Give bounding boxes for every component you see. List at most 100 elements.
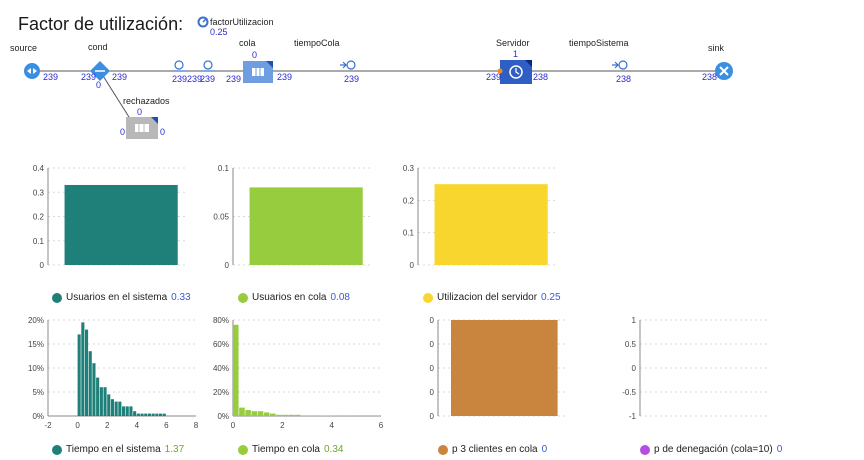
chart5-ytick-label: 0 <box>430 316 435 325</box>
legend-value: 1.37 <box>164 444 185 455</box>
source-block-icon[interactable] <box>24 63 40 79</box>
chart3-hist-bar <box>162 413 166 416</box>
rechazados-in-count: 0 <box>120 127 126 137</box>
rejected-queue-block-icon[interactable] <box>126 117 158 139</box>
legend-label: Usuarios en el sistema <box>66 292 168 303</box>
chart3-hist-bar <box>114 401 118 416</box>
chart3-hist-bar <box>118 401 122 416</box>
chart3-hist-bar <box>133 411 137 416</box>
legend-label: Utilizacion del servidor <box>437 292 538 303</box>
legend-value: 0.34 <box>324 444 344 455</box>
legend-dot <box>238 444 248 455</box>
chart3-hist-bar <box>155 413 159 416</box>
chart3-hist-bar <box>144 413 148 416</box>
chart3-xtick-label: 0 <box>75 421 80 430</box>
delay2-out-count: 239 <box>226 74 242 84</box>
chart6-ytick-label: 0 <box>632 364 637 373</box>
legend-utilizacion: Utilizacion del servidor 0.25 <box>423 292 561 303</box>
cond-out-count: 239 <box>112 72 128 82</box>
chart2-ytick-label: 0.3 <box>403 164 415 173</box>
chart4-ytick-label: 40% <box>213 364 229 373</box>
chart4-xtick-label: 0 <box>231 421 236 430</box>
legend-dot <box>52 444 62 455</box>
chart4-hist-bar <box>245 410 251 416</box>
chart4-hist-bar <box>263 412 270 416</box>
chart4-hist-bar <box>233 324 239 416</box>
chart4-ytick-label: 0% <box>217 412 229 421</box>
sink-in-count: 238 <box>702 72 718 82</box>
legend-dot <box>423 292 433 303</box>
chart3-ytick-label: 20% <box>28 316 44 325</box>
chart4-hist-bar <box>270 413 276 416</box>
delay-block-2-icon[interactable] <box>201 60 215 72</box>
chart3-hist-bar <box>77 334 81 416</box>
chart4-hist-bar <box>300 415 307 416</box>
cola-label: cola <box>239 38 256 48</box>
rechazados-count: 0 <box>137 107 143 117</box>
legend-label: p de denegación (cola=10) <box>654 444 773 455</box>
rechazados-out-count: 0 <box>160 127 166 137</box>
chart3-hist-bar <box>125 406 129 416</box>
chart5-ytick-label: 0 <box>430 340 435 349</box>
chart6-ytick-label: -1 <box>629 412 637 421</box>
chart3-hist-bar <box>159 413 163 416</box>
delay-block-1-icon[interactable] <box>172 60 186 72</box>
server-block-icon[interactable] <box>497 60 533 84</box>
process-flow-diagram <box>24 60 733 139</box>
chart3-hist-bar <box>151 413 155 416</box>
legend-label: Tiempo en el sistema <box>66 444 161 455</box>
legend-p3-clientes: p 3 clientes en cola 0 <box>438 444 547 455</box>
parameter-name: factorUtilizacion <box>210 17 274 27</box>
chart0-ytick-label: 0.4 <box>33 164 45 173</box>
legend-value: 0.08 <box>330 292 350 303</box>
page-title: Factor de utilización: <box>18 14 184 34</box>
chart0-ytick-label: 0.3 <box>33 188 45 197</box>
chart1-ytick-label: 0.05 <box>213 213 229 222</box>
legend-p-denegacion: p de denegación (cola=10) 0 <box>640 444 782 455</box>
chart3-xtick-label: 8 <box>194 421 199 430</box>
queue-block-icon[interactable] <box>243 61 273 83</box>
chart4-hist-bar <box>239 407 245 416</box>
chart3-hist-bar <box>122 406 126 416</box>
source-out-count: 239 <box>43 72 59 82</box>
chart3-hist-bar <box>96 377 100 416</box>
chart4-hist-bar <box>251 411 258 416</box>
chart0-ytick-label: 0 <box>40 261 45 270</box>
parameter-icon <box>197 16 209 28</box>
chart4-xtick-label: 6 <box>379 421 384 430</box>
legend-tiempo-cola: Tiempo en cola 0.34 <box>238 444 343 455</box>
time-measure-queue-icon[interactable] <box>340 60 356 70</box>
chart4-ytick-label: 20% <box>213 388 229 397</box>
chart5-ytick-label: 0 <box>430 388 435 397</box>
chart0-ytick-label: 0.2 <box>33 213 45 222</box>
chart3-ytick-label: 15% <box>28 340 44 349</box>
chart1-bar <box>249 187 363 265</box>
chart0-ytick-label: 0.1 <box>33 237 45 246</box>
cola-out-count: 239 <box>277 72 293 82</box>
legend-tiempo-sistema: Tiempo en el sistema 1.37 <box>52 444 184 455</box>
chart4-ytick-label: 60% <box>213 340 229 349</box>
servidor-in-count: 239 <box>486 72 502 82</box>
legend-dot <box>238 292 248 303</box>
chart4-hist-bar <box>282 414 288 416</box>
chart2-ytick-label: 0.1 <box>403 229 415 238</box>
cond-label: cond <box>88 42 108 52</box>
chart3-ytick-label: 5% <box>32 388 44 397</box>
legend-dot <box>52 292 62 303</box>
tiempo-cola-count: 239 <box>344 74 360 84</box>
sink-block-icon[interactable] <box>715 62 733 80</box>
chart3-hist-bar <box>110 399 114 416</box>
time-measure-system-icon[interactable] <box>612 60 628 70</box>
chart5-ytick-label: 0 <box>430 364 435 373</box>
chart3-xtick-label: 6 <box>164 421 169 430</box>
cola-count: 0 <box>252 50 258 60</box>
sink-label: sink <box>708 43 725 53</box>
chart4-xtick-label: 2 <box>280 421 285 430</box>
chart3-hist-bar <box>136 413 140 416</box>
legend-value: 0.25 <box>541 292 561 303</box>
chart3-hist-bar <box>92 363 96 416</box>
condition-block-icon[interactable] <box>90 61 110 81</box>
legend-dot <box>438 444 448 455</box>
chart6-ytick-label: 0.5 <box>625 340 637 349</box>
